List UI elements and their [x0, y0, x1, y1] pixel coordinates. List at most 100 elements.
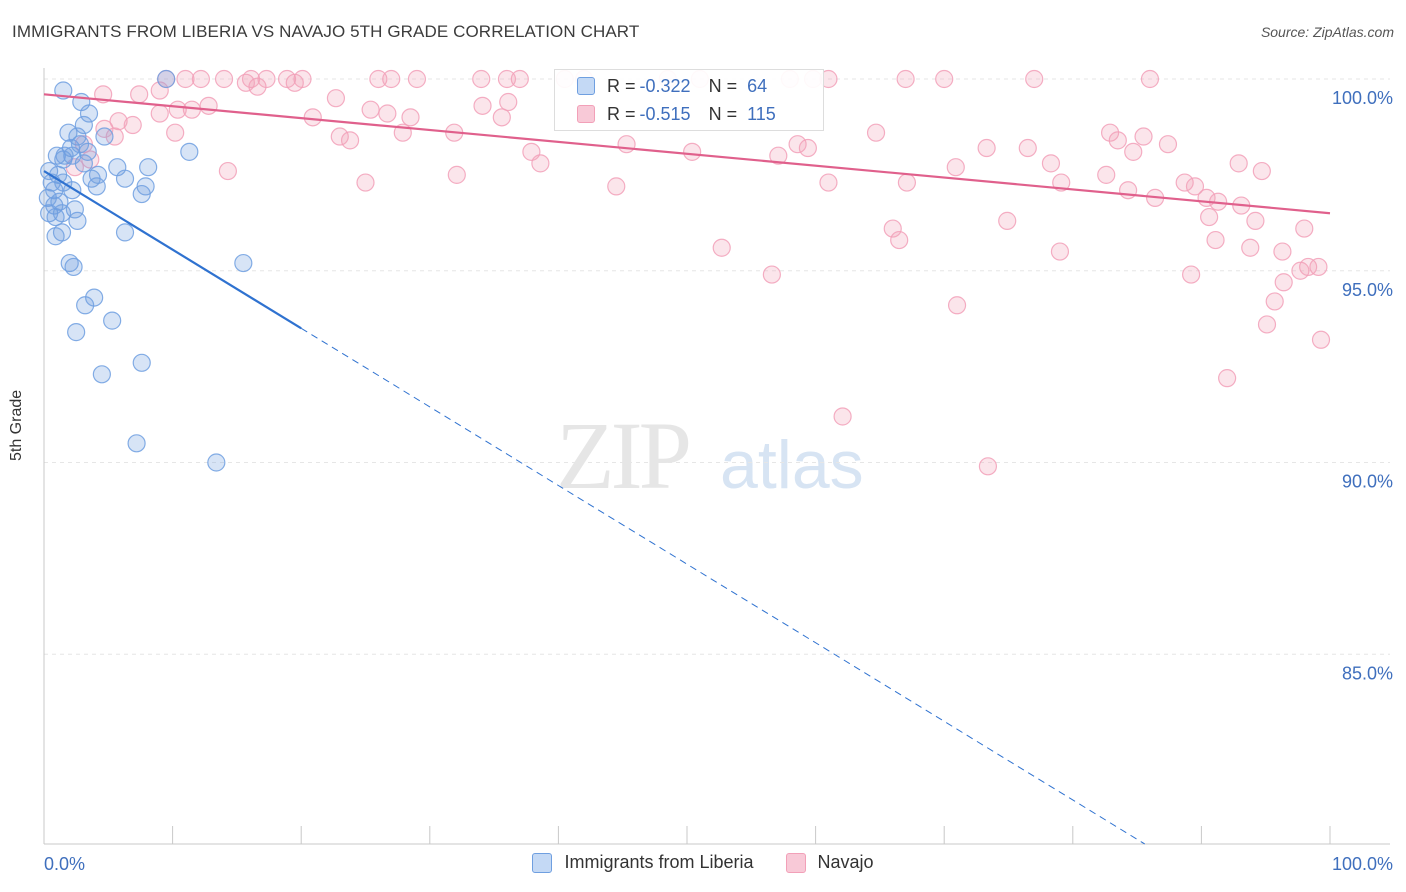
point-navajo	[105, 127, 124, 146]
point-liberia	[115, 169, 135, 188]
point-navajo	[1246, 211, 1265, 230]
watermark-atlas: atlas	[720, 427, 864, 503]
point-navajo	[510, 69, 529, 89]
x-tick-label-start: 0.0%	[44, 854, 85, 874]
y-tick-label: 100.0%	[1332, 88, 1393, 108]
point-navajo	[382, 69, 401, 89]
legend-swatch-liberia	[577, 77, 595, 95]
legend-row-navajo: R = -0.515 N = 115	[577, 100, 776, 128]
legend-row-liberia: R = -0.322 N = 64	[577, 72, 767, 100]
point-navajo	[340, 131, 360, 150]
point-liberia	[95, 127, 114, 146]
point-navajo	[447, 165, 466, 184]
point-navajo	[168, 100, 187, 119]
point-liberia	[74, 115, 93, 135]
point-navajo	[1206, 230, 1225, 250]
point-navajo	[378, 104, 397, 123]
point-navajo	[1200, 207, 1219, 227]
point-navajo	[214, 69, 234, 89]
legend-r-value-navajo: -0.515	[639, 103, 691, 124]
point-liberia	[40, 161, 59, 181]
point-navajo	[1100, 123, 1120, 142]
legend-swatch-navajo	[577, 105, 595, 123]
point-liberia	[67, 323, 86, 342]
point-liberia	[79, 104, 99, 123]
point-liberia	[207, 453, 226, 472]
point-navajo	[946, 158, 965, 177]
point-navajo	[1124, 142, 1143, 161]
point-navajo	[712, 238, 731, 257]
legend-item-navajo[interactable]: Navajo	[785, 852, 874, 873]
point-navajo	[617, 135, 636, 154]
point-navajo	[1097, 165, 1116, 184]
legend-r-value-liberia: -0.322	[639, 75, 691, 96]
point-navajo	[798, 138, 817, 158]
point-navajo	[866, 123, 886, 142]
y-tick-label: 85.0%	[1342, 663, 1393, 683]
legend-label-liberia: Immigrants from Liberia	[564, 852, 754, 872]
point-navajo	[499, 92, 518, 112]
point-navajo	[683, 142, 702, 161]
legend-swatch-navajo	[785, 852, 806, 873]
point-liberia	[68, 211, 87, 230]
x-tick-label-end: 100.0%	[1332, 854, 1393, 874]
point-navajo	[890, 230, 909, 250]
point-navajo	[330, 127, 349, 146]
point-navajo	[1241, 238, 1260, 257]
point-navajo	[1108, 131, 1127, 150]
point-navajo	[407, 69, 427, 89]
point-liberia	[76, 296, 95, 315]
point-navajo	[978, 457, 998, 476]
point-navajo	[497, 69, 517, 89]
point-navajo	[1185, 177, 1205, 196]
point-navajo	[1025, 69, 1044, 89]
point-navajo	[883, 219, 902, 238]
point-navajo	[1265, 292, 1284, 311]
point-liberia	[54, 150, 73, 169]
legend-n-value-liberia: 64	[747, 75, 768, 96]
point-navajo	[123, 115, 142, 135]
point-navajo	[788, 135, 807, 154]
point-liberia	[132, 353, 151, 372]
point-navajo	[1041, 154, 1061, 173]
point-navajo	[1229, 154, 1248, 173]
point-navajo	[356, 173, 375, 192]
point-navajo	[607, 177, 626, 196]
point-liberia	[70, 135, 90, 154]
point-liberia	[180, 142, 199, 161]
bottom-legend: Immigrants from Liberia Navajo	[0, 852, 1406, 873]
point-navajo	[947, 296, 967, 315]
source-label: Source: ZipAtlas.com	[1260, 24, 1394, 40]
point-navajo	[1311, 330, 1331, 349]
point-navajo	[1274, 273, 1293, 292]
point-navajo	[236, 73, 256, 92]
legend-n-value-navajo: 115	[747, 103, 776, 124]
point-navajo	[1182, 265, 1201, 284]
point-liberia	[59, 123, 78, 142]
point-navajo	[401, 108, 420, 127]
chart-title: IMMIGRANTS FROM LIBERIA VS NAVAJO 5TH GR…	[12, 22, 640, 41]
point-liberia	[103, 311, 122, 330]
point-liberia	[46, 227, 65, 246]
point-navajo	[473, 96, 492, 115]
point-navajo	[762, 265, 781, 284]
point-navajo	[1273, 242, 1292, 261]
trend-line-navajo	[43, 93, 1331, 215]
point-liberia	[92, 365, 111, 384]
point-navajo	[150, 104, 169, 123]
point-navajo	[472, 69, 491, 89]
point-liberia	[127, 434, 146, 453]
legend-item-liberia[interactable]: Immigrants from Liberia	[532, 852, 754, 873]
legend-swatch-liberia	[532, 852, 553, 873]
point-navajo	[1050, 242, 1070, 261]
point-liberia	[64, 257, 83, 277]
point-navajo	[176, 69, 195, 89]
point-navajo	[1257, 315, 1277, 334]
point-navajo	[1052, 173, 1071, 192]
watermark-zip: ZIP	[556, 402, 689, 509]
point-navajo	[1140, 69, 1160, 89]
point-navajo	[1175, 173, 1194, 192]
point-navajo	[109, 112, 128, 131]
point-navajo	[897, 173, 917, 192]
point-navajo	[1134, 127, 1153, 146]
